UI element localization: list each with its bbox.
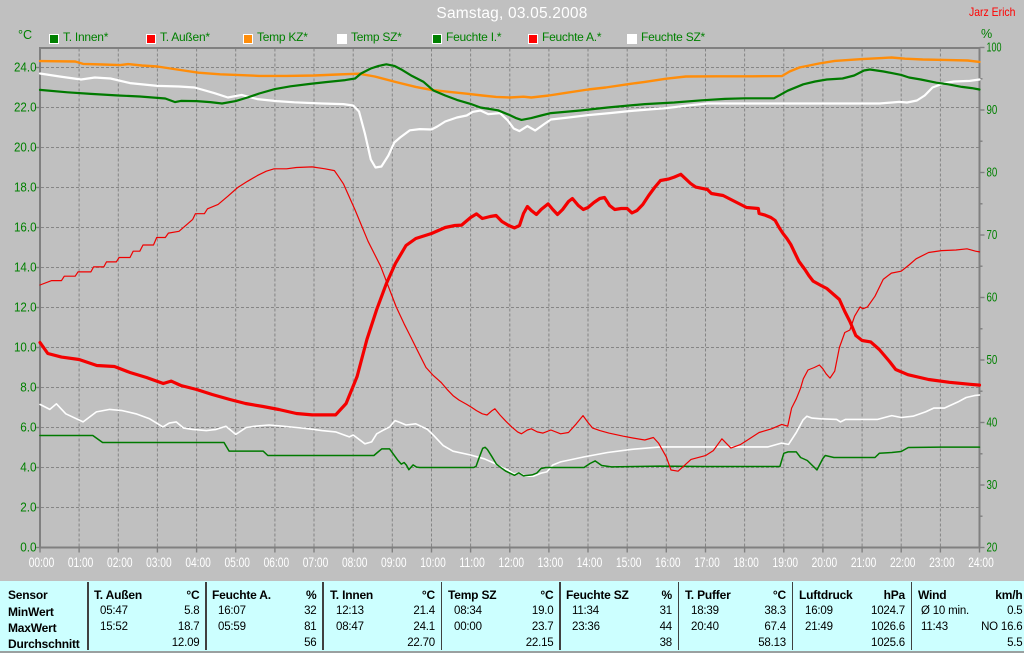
svg-text:50: 50	[987, 353, 998, 367]
svg-text:20:00: 20:00	[812, 555, 838, 570]
svg-text:8.0: 8.0	[20, 381, 36, 395]
svg-text:12:00: 12:00	[499, 555, 525, 570]
svg-text:17:00: 17:00	[694, 555, 720, 570]
svg-text:08:00: 08:00	[342, 555, 368, 570]
svg-text:22.0: 22.0	[14, 101, 37, 115]
svg-text:13:00: 13:00	[538, 555, 564, 570]
svg-text:02:00: 02:00	[107, 555, 133, 570]
svg-text:14.0: 14.0	[14, 261, 37, 275]
svg-text:09:00: 09:00	[381, 555, 407, 570]
svg-text:15:00: 15:00	[616, 555, 642, 570]
svg-text:04:00: 04:00	[185, 555, 211, 570]
svg-text:18.0: 18.0	[14, 181, 37, 195]
svg-text:18:00: 18:00	[733, 555, 759, 570]
svg-text:80: 80	[987, 166, 998, 180]
svg-text:01:00: 01:00	[68, 555, 94, 570]
svg-text:22:00: 22:00	[890, 555, 916, 570]
svg-text:07:00: 07:00	[303, 555, 329, 570]
svg-text:70: 70	[987, 228, 998, 242]
svg-text:11:00: 11:00	[459, 555, 485, 570]
svg-text:20.0: 20.0	[14, 141, 37, 155]
svg-text:24.0: 24.0	[14, 61, 37, 75]
svg-text:6.0: 6.0	[20, 421, 36, 435]
svg-text:30: 30	[987, 478, 998, 492]
svg-text:20: 20	[987, 541, 998, 555]
svg-text:24:00: 24:00	[968, 555, 994, 570]
svg-text:03:00: 03:00	[146, 555, 172, 570]
svg-text:23:00: 23:00	[929, 555, 955, 570]
svg-text:19:00: 19:00	[773, 555, 799, 570]
svg-text:21:00: 21:00	[851, 555, 877, 570]
svg-text:10.0: 10.0	[14, 341, 37, 355]
svg-text:05:00: 05:00	[224, 555, 250, 570]
svg-text:14:00: 14:00	[577, 555, 603, 570]
svg-text:0.0: 0.0	[20, 541, 36, 555]
svg-text:16:00: 16:00	[655, 555, 681, 570]
svg-text:60: 60	[987, 291, 998, 305]
svg-text:90: 90	[987, 103, 998, 117]
svg-text:40: 40	[987, 416, 998, 430]
svg-text:12.0: 12.0	[14, 301, 37, 315]
svg-text:06:00: 06:00	[264, 555, 290, 570]
svg-text:%: %	[981, 27, 992, 41]
svg-text:4.0: 4.0	[20, 461, 36, 475]
svg-text:16.0: 16.0	[14, 221, 37, 235]
svg-text:°C: °C	[18, 28, 32, 42]
svg-text:10:00: 10:00	[420, 555, 446, 570]
svg-text:100: 100	[987, 41, 1002, 55]
svg-text:2.0: 2.0	[20, 501, 36, 515]
svg-text:00:00: 00:00	[29, 555, 55, 570]
